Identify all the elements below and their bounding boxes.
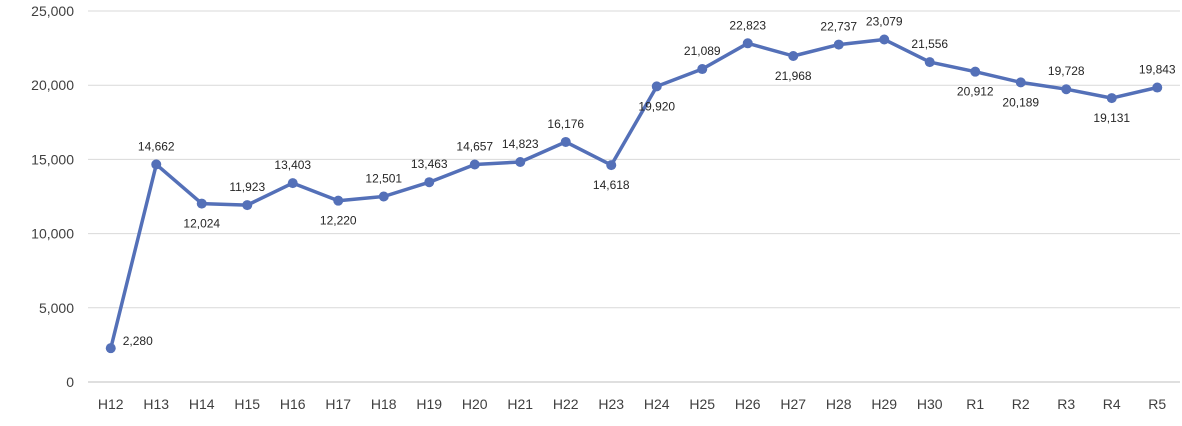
data-point	[879, 34, 890, 45]
data-point	[606, 160, 617, 171]
data-labels: 2,280 14,662 12,024 11,923 13,403 12,220 12,50…	[123, 15, 1176, 349]
data-label: 21,089	[684, 44, 721, 58]
data-label: 14,618	[593, 178, 630, 192]
gridlines	[88, 10, 1180, 383]
data-point	[560, 136, 571, 147]
y-tick-label: 10,000	[31, 226, 74, 242]
data-point	[333, 195, 344, 206]
x-tick-label: H14	[189, 396, 215, 412]
data-point	[833, 39, 844, 50]
x-tick-label: H20	[462, 396, 488, 412]
data-point	[1015, 77, 1026, 88]
x-tick-label: H25	[689, 396, 715, 412]
data-point	[1106, 93, 1117, 104]
data-point	[697, 64, 708, 75]
data-label: 14,662	[138, 139, 175, 153]
data-label: 19,728	[1048, 64, 1085, 78]
x-tick-label: H18	[371, 396, 397, 412]
y-tick-label: 15,000	[31, 151, 74, 167]
data-point	[1061, 84, 1072, 95]
x-tick-label: H13	[143, 396, 169, 412]
x-tick-label: R5	[1148, 396, 1166, 412]
data-label: 19,920	[638, 99, 675, 113]
data-label: 20,189	[1002, 95, 1039, 109]
data-label: 2,280	[123, 334, 153, 348]
y-tick-label: 20,000	[31, 77, 74, 93]
data-label: 19,843	[1139, 63, 1176, 77]
data-label: 20,912	[957, 85, 994, 99]
x-tick-label: R1	[966, 396, 984, 412]
x-axis-tick-labels: H12 H13 H14 H15 H16 H17 H18 H19 H20 H21 H22 H23 H24 H…	[98, 396, 1167, 412]
data-point	[196, 198, 207, 209]
x-tick-label: H16	[280, 396, 306, 412]
data-label: 13,463	[411, 157, 448, 171]
data-label: 22,823	[729, 18, 766, 32]
series-markers	[105, 34, 1163, 354]
data-label: 12,501	[365, 171, 402, 185]
data-point	[242, 200, 253, 211]
data-label: 14,823	[502, 137, 539, 151]
data-label: 21,968	[775, 69, 812, 83]
data-label: 22,737	[820, 20, 857, 34]
y-axis-tick-labels: 0 5,000 10,000 15,000 20,000 25,000	[31, 3, 74, 390]
data-point	[1152, 82, 1163, 93]
data-point	[287, 178, 298, 189]
x-tick-label: H21	[507, 396, 533, 412]
data-point	[924, 57, 935, 68]
x-tick-label: H22	[553, 396, 579, 412]
series-line-layer	[109, 37, 1160, 350]
data-label: 13,403	[274, 158, 311, 172]
x-tick-label: H23	[598, 396, 624, 412]
data-label: 14,657	[456, 139, 493, 153]
data-label: 21,556	[911, 37, 948, 51]
x-tick-label: H29	[871, 396, 897, 412]
y-tick-label: 0	[66, 374, 74, 390]
x-tick-label: H26	[735, 396, 761, 412]
data-point	[651, 81, 662, 92]
x-tick-label: H28	[826, 396, 852, 412]
data-point	[742, 38, 753, 49]
x-tick-label: H17	[325, 396, 351, 412]
x-tick-label: R3	[1057, 396, 1075, 412]
y-tick-label: 25,000	[31, 3, 74, 19]
data-label: 12,024	[183, 217, 220, 231]
data-point	[515, 157, 526, 168]
data-point	[788, 50, 799, 61]
data-point	[151, 159, 162, 170]
x-tick-label: H24	[644, 396, 670, 412]
data-point	[424, 177, 435, 188]
x-tick-label: H12	[98, 396, 124, 412]
data-label: 11,923	[229, 180, 265, 194]
data-point	[105, 343, 116, 354]
series-line	[109, 37, 1160, 350]
y-tick-label: 5,000	[39, 300, 74, 316]
data-label: 12,220	[320, 214, 357, 228]
data-label: 19,131	[1093, 111, 1130, 125]
x-tick-label: H15	[234, 396, 260, 412]
x-tick-label: H19	[416, 396, 442, 412]
x-tick-label: R4	[1103, 396, 1121, 412]
x-tick-label: H27	[780, 396, 806, 412]
data-point	[469, 159, 480, 170]
data-label: 23,079	[866, 15, 903, 29]
data-point	[378, 191, 389, 202]
x-tick-label: R2	[1012, 396, 1030, 412]
x-tick-label: H30	[917, 396, 943, 412]
data-label: 16,176	[547, 117, 584, 131]
data-point	[970, 66, 981, 77]
